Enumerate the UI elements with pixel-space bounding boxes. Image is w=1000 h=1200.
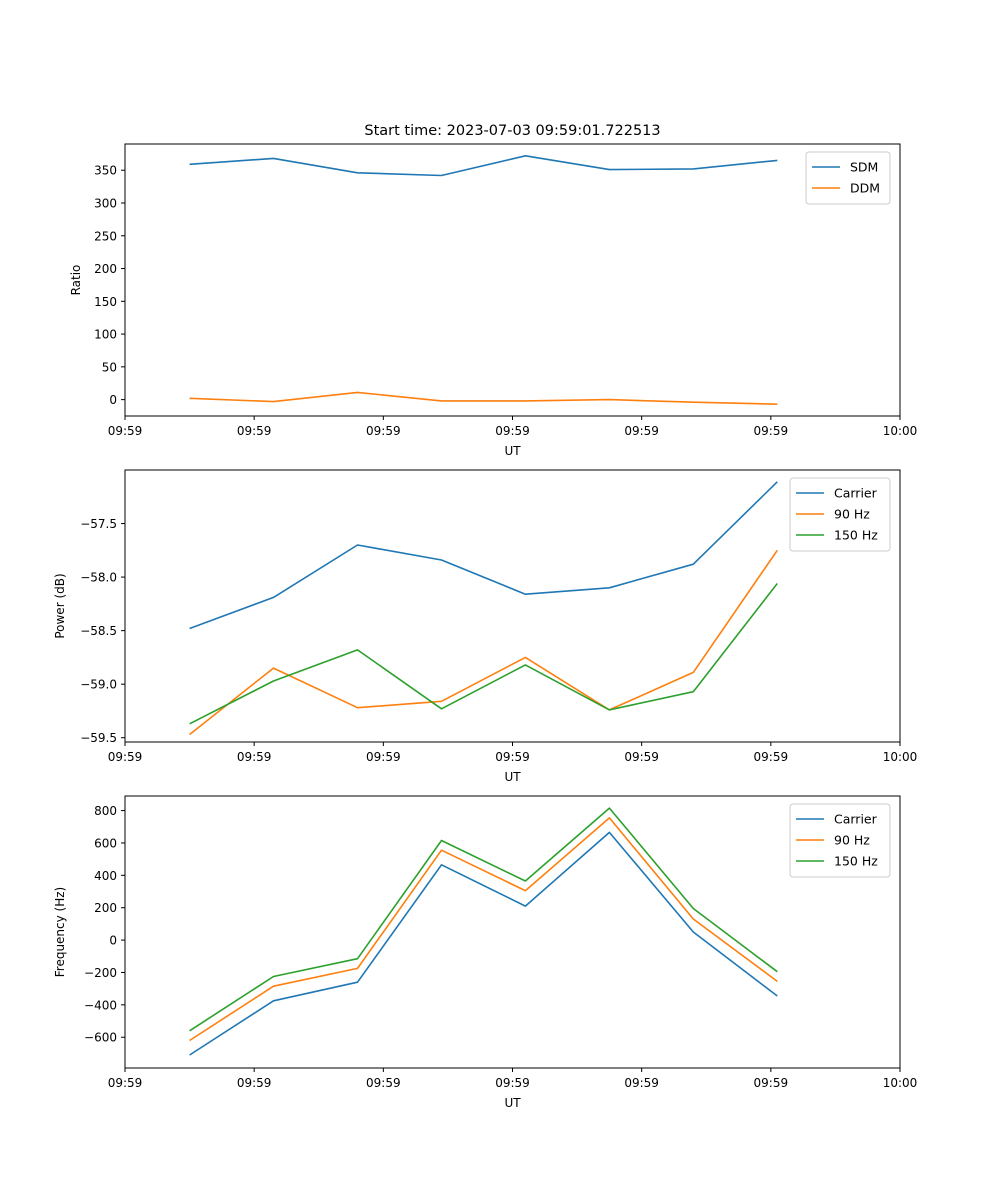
x-tick-label: 10:00: [883, 1076, 918, 1090]
y-tick-label: 50: [102, 360, 117, 374]
subplot-3: 09:59 09:59 09:59 09:59 09:59 09:59 10:00 −600 −…: [53, 795, 918, 1110]
y-tick-label: 200: [94, 901, 117, 915]
x-tick-label: 09:59: [237, 1076, 272, 1090]
legend-label: 150 Hz: [834, 528, 878, 543]
x-tick-label: 09:59: [754, 750, 789, 764]
y-axis-label: Ratio: [69, 265, 83, 296]
y-tick-label: −600: [84, 1031, 117, 1045]
y-tick-label: 150: [94, 295, 117, 309]
series-line-150-hz: [189, 583, 778, 725]
axes-frame: [124, 795, 901, 1069]
legend-box: [789, 803, 891, 878]
x-tick-label: 09:59: [108, 424, 143, 438]
y-tick-label: −58.5: [80, 624, 117, 638]
x-tick-label: 10:00: [883, 750, 918, 764]
y-tick-label: −200: [84, 966, 117, 980]
x-tick-label: 09:59: [366, 424, 401, 438]
legend-label: SDM: [850, 160, 878, 175]
y-tick-label: −400: [84, 998, 117, 1012]
y-tick-label: 100: [94, 328, 117, 342]
series-line-ddm: [189, 391, 778, 405]
x-tick-label: 09:59: [108, 750, 143, 764]
chart-title: Start time: 2023-07-03 09:59:01.722513: [364, 123, 660, 139]
subplot-2: 09:59 09:59 09:59 09:59 09:59 09:59 10:00 −59.5…: [53, 469, 918, 784]
y-axis-label: Power (dB): [53, 573, 67, 638]
y-axis-label: Frequency (Hz): [53, 887, 67, 978]
y-tick-label: 200: [94, 262, 117, 276]
x-tick-label: 09:59: [624, 1076, 659, 1090]
x-tick-label: 09:59: [624, 750, 659, 764]
subplot-1: 09:59 09:59 09:59 09:59 09:59 09:59 10:00 0 50 10…: [69, 123, 917, 458]
series-line-90-hz: [189, 549, 778, 736]
legend: SDM DDM: [805, 151, 891, 205]
y-tick-label: 250: [94, 229, 117, 243]
y-tick-label: 350: [94, 164, 117, 178]
legend-label: Carrier: [834, 812, 878, 827]
y-tick-label: 800: [94, 804, 117, 818]
x-axis-label: UT: [504, 444, 521, 458]
y-tick-label: −58.0: [80, 571, 117, 585]
x-axis-label: UT: [504, 1096, 521, 1110]
legend: Carrier 90 Hz 150 Hz: [789, 803, 891, 878]
series-line-90-hz: [189, 817, 778, 1042]
x-tick-label: 09:59: [237, 424, 272, 438]
series-line-sdm: [189, 155, 778, 177]
series-line-carrier: [189, 481, 778, 630]
x-tick-label: 10:00: [883, 424, 918, 438]
x-tick-label: 09:59: [624, 424, 659, 438]
x-tick-label: 09:59: [366, 750, 401, 764]
y-tick-label: 300: [94, 196, 117, 210]
axes-frame: [124, 143, 901, 417]
x-tick-label: 09:59: [754, 1076, 789, 1090]
legend-label: 90 Hz: [834, 833, 870, 848]
y-tick-label: −59.5: [80, 731, 117, 745]
y-tick-label: 400: [94, 869, 117, 883]
y-tick-label: −59.0: [80, 678, 117, 692]
x-tick-label: 09:59: [366, 1076, 401, 1090]
y-tick-label: 0: [109, 393, 117, 407]
legend-label: 150 Hz: [834, 854, 878, 869]
x-tick-label: 09:59: [495, 1076, 530, 1090]
legend-label: DDM: [850, 181, 880, 196]
legend-box: [805, 151, 891, 205]
x-tick-label: 09:59: [495, 750, 530, 764]
axes-frame: [124, 469, 901, 743]
legend-box: [789, 477, 891, 552]
legend: Carrier 90 Hz 150 Hz: [789, 477, 891, 552]
x-tick-label: 09:59: [495, 424, 530, 438]
legend-label: Carrier: [834, 486, 878, 501]
x-tick-label: 09:59: [108, 1076, 143, 1090]
x-tick-label: 09:59: [754, 424, 789, 438]
legend-label: 90 Hz: [834, 507, 870, 522]
series-line-150-hz: [189, 807, 778, 1032]
y-tick-label: −57.5: [80, 517, 117, 531]
x-tick-label: 09:59: [237, 750, 272, 764]
x-axis-label: UT: [504, 770, 521, 784]
series-line-carrier: [189, 831, 778, 1056]
y-tick-label: 0: [109, 934, 117, 948]
y-tick-label: 600: [94, 836, 117, 850]
